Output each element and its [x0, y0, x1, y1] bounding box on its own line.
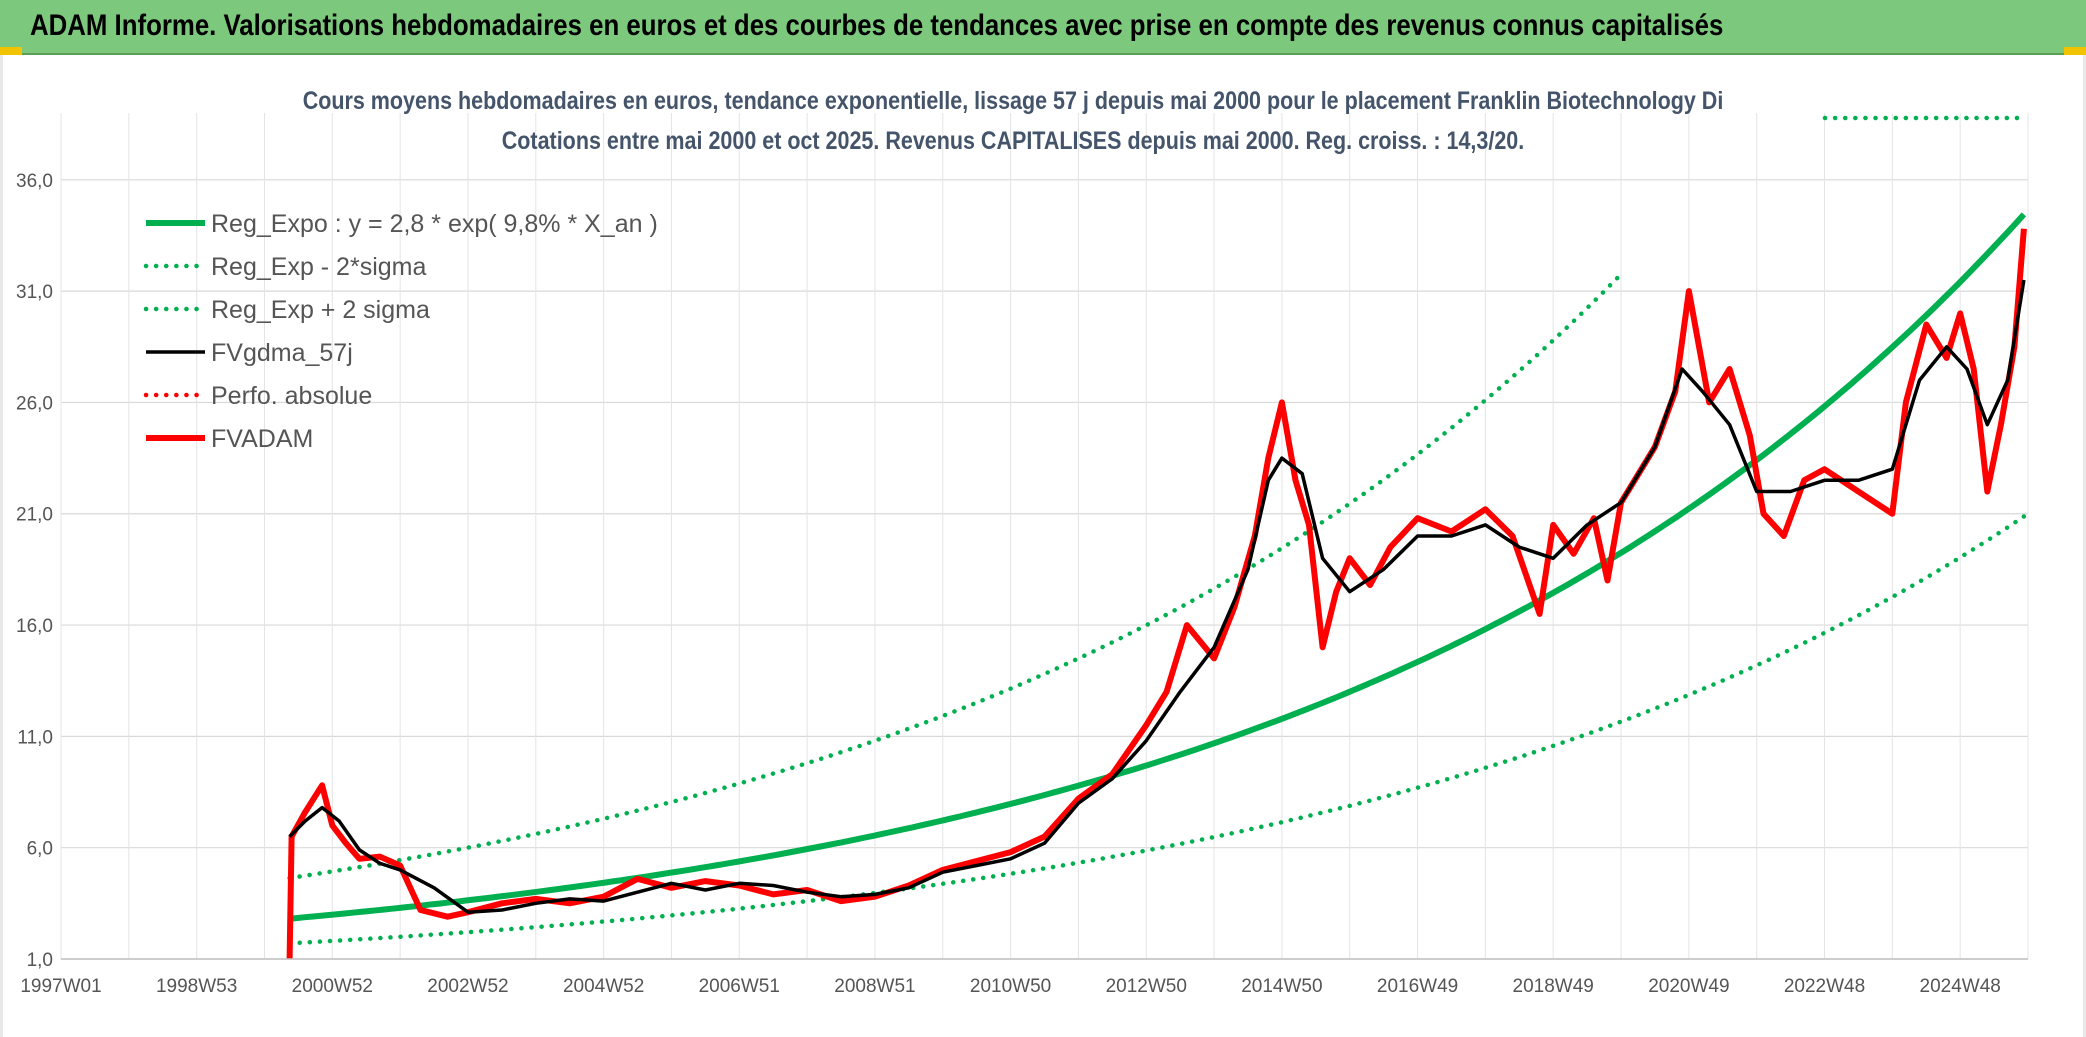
corner-marker-right — [2064, 47, 2086, 55]
y-tick-label: 16,0 — [16, 616, 53, 637]
x-tick-label: 2004W52 — [563, 976, 644, 997]
series-line-regexpo — [289, 212, 2027, 922]
grid-lines — [60, 113, 2029, 960]
y-tick-label: 21,0 — [16, 505, 53, 526]
x-tick-label: 2020W49 — [1648, 976, 1729, 997]
chart-title: Cours moyens hebdomadaires en euros, ten… — [302, 87, 1724, 115]
x-tick-label: 2002W52 — [427, 976, 508, 997]
x-tick-label: 1998W53 — [156, 976, 237, 997]
x-tick-label: 2006W51 — [699, 976, 780, 997]
legend-label: Reg_Exp + 2 sigma — [211, 296, 430, 324]
report-title: ADAM Informe. Valorisations hebdomadaire… — [30, 9, 1724, 42]
legend-label: FVgdma_57j — [211, 339, 353, 367]
chart-subtitle: Cotations entre mai 2000 et oct 2025. Re… — [501, 127, 1525, 155]
legend-label: Reg_Expo : y = 2,8 * exp( 9,8% * X_an ) — [211, 210, 658, 238]
report-banner: ADAM Informe. Valorisations hebdomadaire… — [0, 0, 2086, 55]
x-tick-label: 2016W49 — [1377, 976, 1458, 997]
x-tick-label: 2024W48 — [1920, 976, 2001, 997]
series-line-fvadam — [286, 228, 2027, 959]
series-line-regexp-lower — [287, 514, 2027, 946]
y-tick-label: 36,0 — [16, 171, 53, 192]
y-tick-label: 11,0 — [17, 727, 53, 748]
x-tick-label: 2008W51 — [834, 976, 915, 997]
y-tick-label: 6,0 — [27, 839, 53, 860]
x-tick-label: 2010W50 — [970, 976, 1051, 997]
chart-canvas: 1,0 6,0 11,0 16,0 21,0 26,0 31,0 36,0 1997W01 199… — [16, 113, 2029, 997]
legend-label: Reg_Exp - 2*sigma — [211, 253, 426, 281]
series-line-regexp-upper — [287, 272, 1624, 881]
legend-label: Perfo. absolue — [211, 382, 372, 410]
corner-marker-left — [0, 47, 22, 55]
x-tick-label: 2014W50 — [1241, 976, 1322, 997]
y-tick-label: 31,0 — [16, 282, 53, 303]
y-tick-label: 1,0 — [27, 950, 53, 971]
series-line-fvgdma57j — [288, 279, 2026, 914]
chart-panel: 1,0 6,0 11,0 16,0 21,0 26,0 31,0 36,0 1997W01 199… — [0, 55, 2086, 1037]
x-tick-label: 2018W49 — [1513, 976, 1594, 997]
y-tick-label: 26,0 — [16, 393, 53, 414]
x-tick-label: 2012W50 — [1106, 976, 1187, 997]
series-layer — [286, 212, 2027, 959]
x-tick-label: 2000W52 — [292, 976, 373, 997]
x-tick-label: 1997W01 — [20, 976, 101, 997]
legend: Reg_Expo : y = 2,8 * exp( 9,8% * X_an ) R… — [143, 115, 2028, 453]
axes: 1,0 6,0 11,0 16,0 21,0 26,0 31,0 36,0 1997W01 199… — [16, 171, 2028, 997]
x-tick-label: 2022W48 — [1784, 976, 1865, 997]
legend-label: FVADAM — [211, 425, 313, 453]
